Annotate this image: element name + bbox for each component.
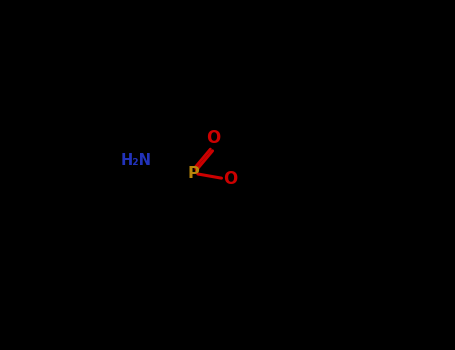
Text: O: O [223,170,237,188]
Text: P: P [188,166,200,181]
Text: O: O [206,130,220,147]
Text: H₂N: H₂N [121,153,152,168]
